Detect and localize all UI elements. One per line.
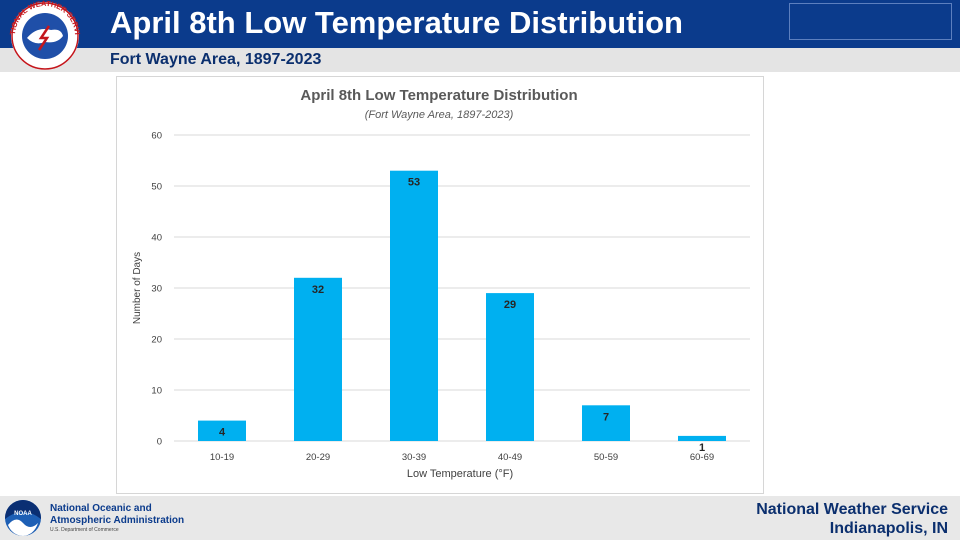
y-tick-label: 60: [151, 131, 162, 142]
nws-logo: NATIONAL WEATHER SERVICE: [5, 0, 82, 70]
bar-value-label: 7: [603, 411, 609, 423]
y-axis-label: Number of Days: [132, 252, 143, 324]
department-name: U.S. Department of Commerce: [50, 527, 119, 533]
bar: [582, 405, 630, 441]
noaa-logo: NOAA: [5, 500, 41, 536]
bar: [294, 277, 342, 441]
bar: [678, 435, 726, 441]
x-tick-label: 10-19: [210, 452, 234, 463]
x-axis-label: Low Temperature (°F): [407, 468, 513, 480]
chart-subtitle: (Fort Wayne Area, 1897-2023): [365, 109, 514, 121]
y-tick-label: 10: [151, 386, 162, 397]
subtitle-bar: [0, 48, 960, 72]
y-tick-label: 20: [151, 335, 162, 346]
chart-title: April 8th Low Temperature Distribution: [300, 87, 577, 104]
bar-value-label: 32: [312, 284, 324, 296]
bar: [198, 420, 246, 441]
office-line-2: Indianapolis, IN: [829, 520, 948, 537]
agency-line-1: National Oceanic and: [50, 503, 152, 514]
page-title: April 8th Low Temperature Distribution: [110, 5, 683, 40]
y-tick-label: 30: [151, 284, 162, 295]
x-tick-label: 40-49: [498, 452, 522, 463]
bar: [486, 293, 534, 441]
bar: [390, 170, 438, 441]
x-tick-label: 30-39: [402, 452, 426, 463]
agency-line-2: Atmospheric Administration: [50, 515, 185, 526]
header-bar: [0, 0, 960, 48]
x-tick-label: 60-69: [690, 452, 714, 463]
y-tick-label: 50: [151, 182, 162, 193]
y-tick-label: 40: [151, 233, 162, 244]
x-tick-label: 50-59: [594, 452, 618, 463]
office-name: National Weather Service Indianapolis, I…: [756, 500, 948, 538]
bar-value-label: 1: [699, 442, 705, 454]
header-placeholder-box: [789, 3, 952, 40]
bar-value-label: 29: [504, 299, 516, 311]
footer-bar: [0, 496, 960, 540]
bar-value-label: 4: [219, 427, 226, 439]
office-line-1: National Weather Service: [756, 501, 948, 518]
page-subtitle: Fort Wayne Area, 1897-2023: [110, 51, 322, 68]
bar-chart: April 8th Low Temperature Distribution (…: [132, 87, 750, 480]
agency-name: National Oceanic and Atmospheric Adminis…: [50, 503, 184, 527]
noaa-logo-text: NOAA: [14, 511, 32, 517]
x-tick-label: 20-29: [306, 452, 330, 463]
y-tick-label: 0: [157, 437, 162, 448]
bar-value-label: 53: [408, 177, 420, 189]
